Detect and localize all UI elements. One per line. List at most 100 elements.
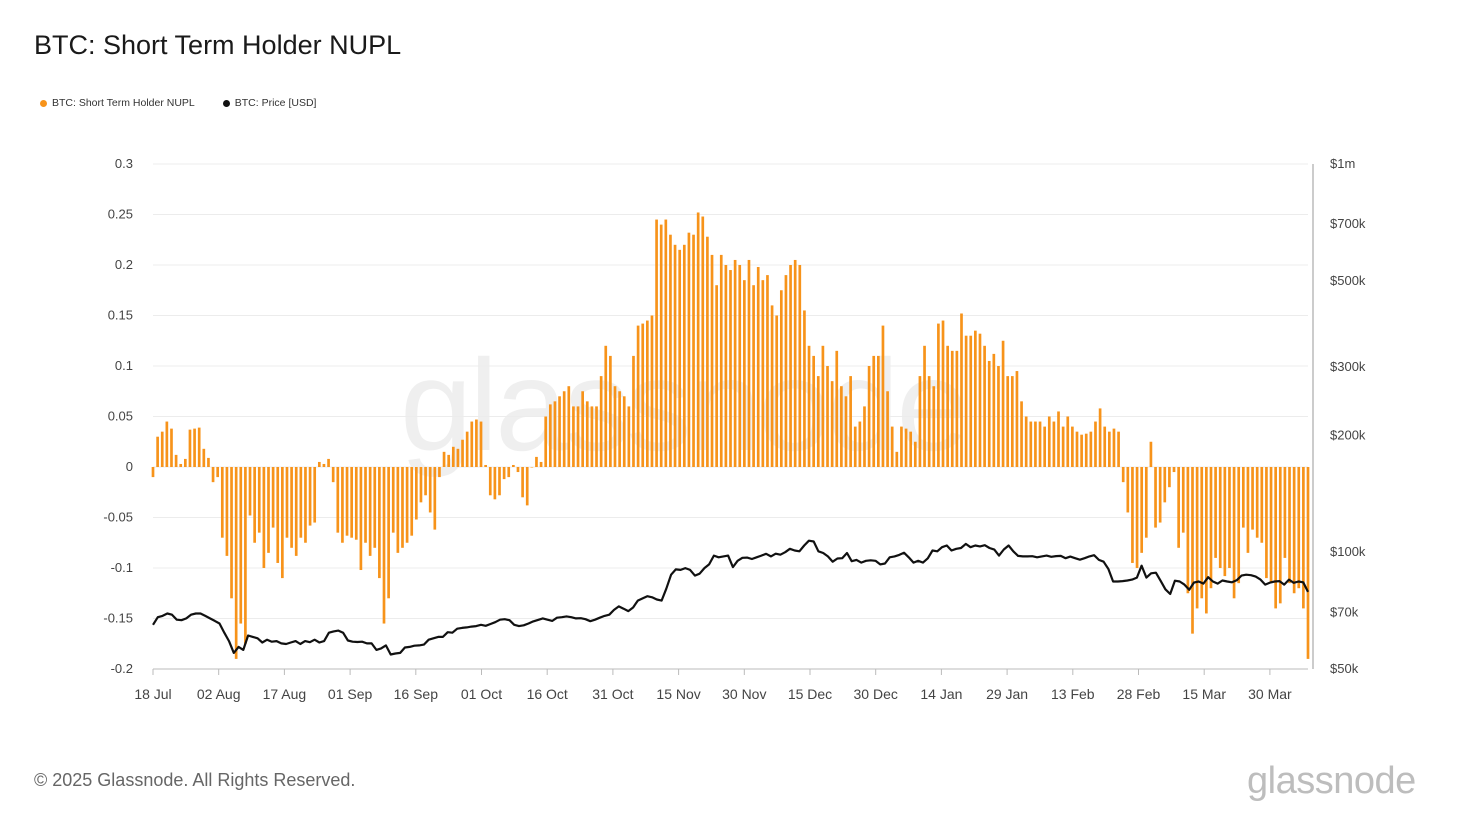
nupl-bar (650, 315, 654, 467)
nupl-bar (1228, 467, 1231, 568)
nupl-bar (415, 467, 418, 520)
nupl-bar (710, 254, 714, 467)
nupl-bar (955, 350, 959, 467)
nupl-bar (1274, 467, 1277, 609)
nupl-bar (863, 406, 866, 467)
legend-item-nupl[interactable]: BTC: Short Term Holder NUPL (40, 97, 195, 109)
nupl-bar (359, 467, 363, 571)
nupl-bar (553, 401, 557, 467)
nupl-bar (1265, 467, 1268, 579)
nupl-bar (1080, 434, 1083, 467)
nupl-bar (659, 224, 663, 467)
nupl-bar (992, 353, 996, 467)
x-tick-label: 28 Feb (1117, 686, 1161, 702)
nupl-bar (267, 467, 270, 553)
nupl-bar (1278, 467, 1282, 604)
nupl-bar (858, 421, 862, 467)
nupl-bar (641, 323, 645, 467)
nupl-bar (507, 467, 511, 478)
nupl-bar (655, 219, 658, 467)
nupl-bar (193, 428, 196, 467)
nupl-bar (1098, 408, 1102, 467)
nupl-bar (867, 366, 871, 467)
nupl-bar (211, 467, 215, 483)
nupl-bar (151, 467, 155, 478)
nupl-bar (733, 259, 737, 467)
nupl-bar (779, 290, 783, 467)
nupl-bar (419, 467, 423, 503)
x-tick-label: 13 Feb (1051, 686, 1095, 702)
nupl-bar (950, 350, 954, 467)
nupl-bar (341, 467, 344, 543)
nupl-bar (1057, 411, 1060, 467)
nupl-bar (904, 428, 908, 467)
nupl-bar (909, 431, 913, 467)
nupl-bar (595, 406, 598, 467)
nupl-bar (313, 467, 317, 523)
nupl-bar (160, 431, 164, 467)
nupl-bar (983, 345, 986, 467)
nupl-bar (1006, 376, 1010, 467)
nupl-bar (567, 386, 571, 467)
nupl-bar (692, 234, 695, 467)
x-tick-label: 01 Oct (461, 686, 502, 702)
nupl-bar (729, 270, 732, 467)
nupl-bar (844, 396, 848, 467)
nupl-bar (350, 467, 353, 538)
nupl-bar (724, 265, 728, 467)
nupl-bar (156, 436, 159, 467)
nupl-bar (1237, 467, 1241, 584)
nupl-bar (840, 386, 843, 467)
legend-label-price: BTC: Price [USD] (234, 97, 317, 109)
nupl-bar (1209, 467, 1213, 589)
nupl-bar (396, 467, 400, 553)
nupl-bar (512, 464, 515, 467)
nupl-bar (548, 404, 552, 467)
y-right-tick-label: $1m (1330, 156, 1355, 171)
nupl-bar (1149, 441, 1153, 467)
nupl-bar (937, 323, 940, 467)
nupl-bar (1292, 467, 1296, 594)
nupl-bar (997, 366, 1000, 467)
x-tick-label: 18 Jul (134, 686, 171, 702)
y-right-tick-label: $70k (1330, 604, 1359, 619)
nupl-bar (262, 467, 266, 568)
nupl-bar (1029, 421, 1033, 467)
nupl-bar (696, 212, 700, 467)
nupl-bar (488, 467, 492, 496)
nupl-bar (599, 376, 603, 467)
nupl-bar (877, 355, 880, 467)
y-left-tick-label: -0.1 (111, 560, 133, 575)
nupl-bar (368, 467, 372, 556)
nupl-bar (530, 467, 534, 468)
nupl-bar (835, 350, 839, 467)
nupl-bar (1112, 428, 1116, 467)
nupl-bar (1043, 426, 1046, 467)
nupl-bar (220, 467, 224, 538)
x-tick-label: 15 Mar (1182, 686, 1226, 702)
nupl-bar (789, 265, 792, 467)
x-tick-label: 30 Mar (1248, 686, 1292, 702)
nupl-bar (322, 463, 326, 467)
nupl-bar (784, 275, 788, 467)
nupl-bar (895, 451, 899, 467)
nupl-bar (502, 467, 506, 480)
nupl-bar (1186, 467, 1190, 594)
nupl-bar (632, 355, 635, 467)
x-tick-label: 30 Nov (722, 686, 766, 702)
nupl-bar (424, 467, 427, 496)
nupl-bar (493, 467, 497, 500)
nupl-bar (1214, 467, 1217, 558)
nupl-bar (382, 467, 386, 624)
nupl-bar (470, 421, 474, 467)
nupl-bar (281, 467, 284, 579)
y-right-tick-label: $300k (1330, 359, 1366, 374)
legend-item-price[interactable]: BTC: Price [USD] (222, 97, 317, 109)
x-tick-label: 16 Sep (394, 686, 439, 702)
nupl-bar (678, 249, 682, 467)
nupl-bar (604, 345, 608, 467)
nupl-bar (761, 280, 765, 467)
nupl-bar (803, 310, 806, 467)
x-tick-label: 16 Oct (527, 686, 568, 702)
